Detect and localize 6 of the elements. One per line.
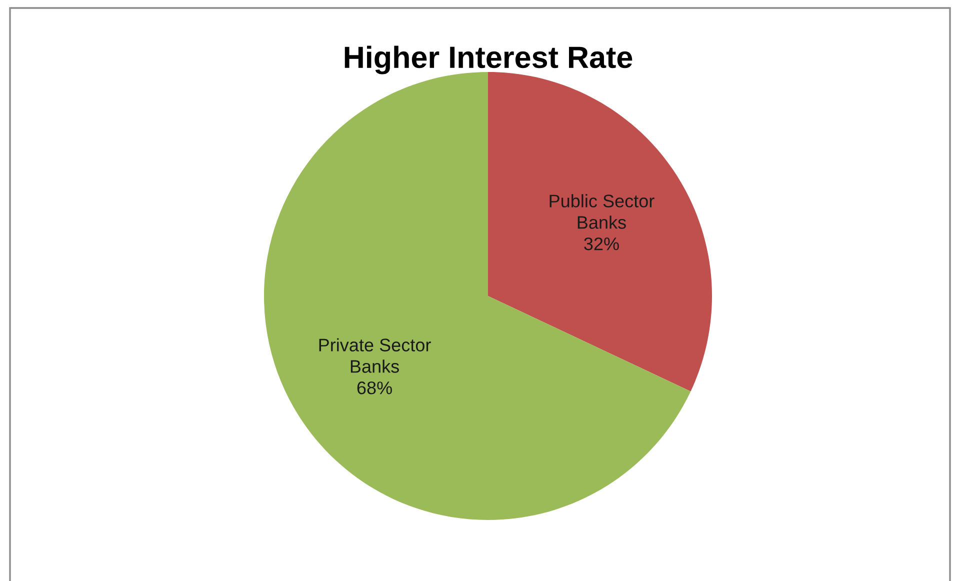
data-label: 68% — [357, 381, 392, 394]
data-label: 32% — [584, 237, 619, 250]
chart-title: Higher Interest Rate — [344, 46, 632, 74]
slice-label: Private Sector Banks — [319, 338, 431, 373]
slice-label: Public Sector Banks — [550, 194, 654, 229]
pie-slice — [488, 72, 712, 392]
